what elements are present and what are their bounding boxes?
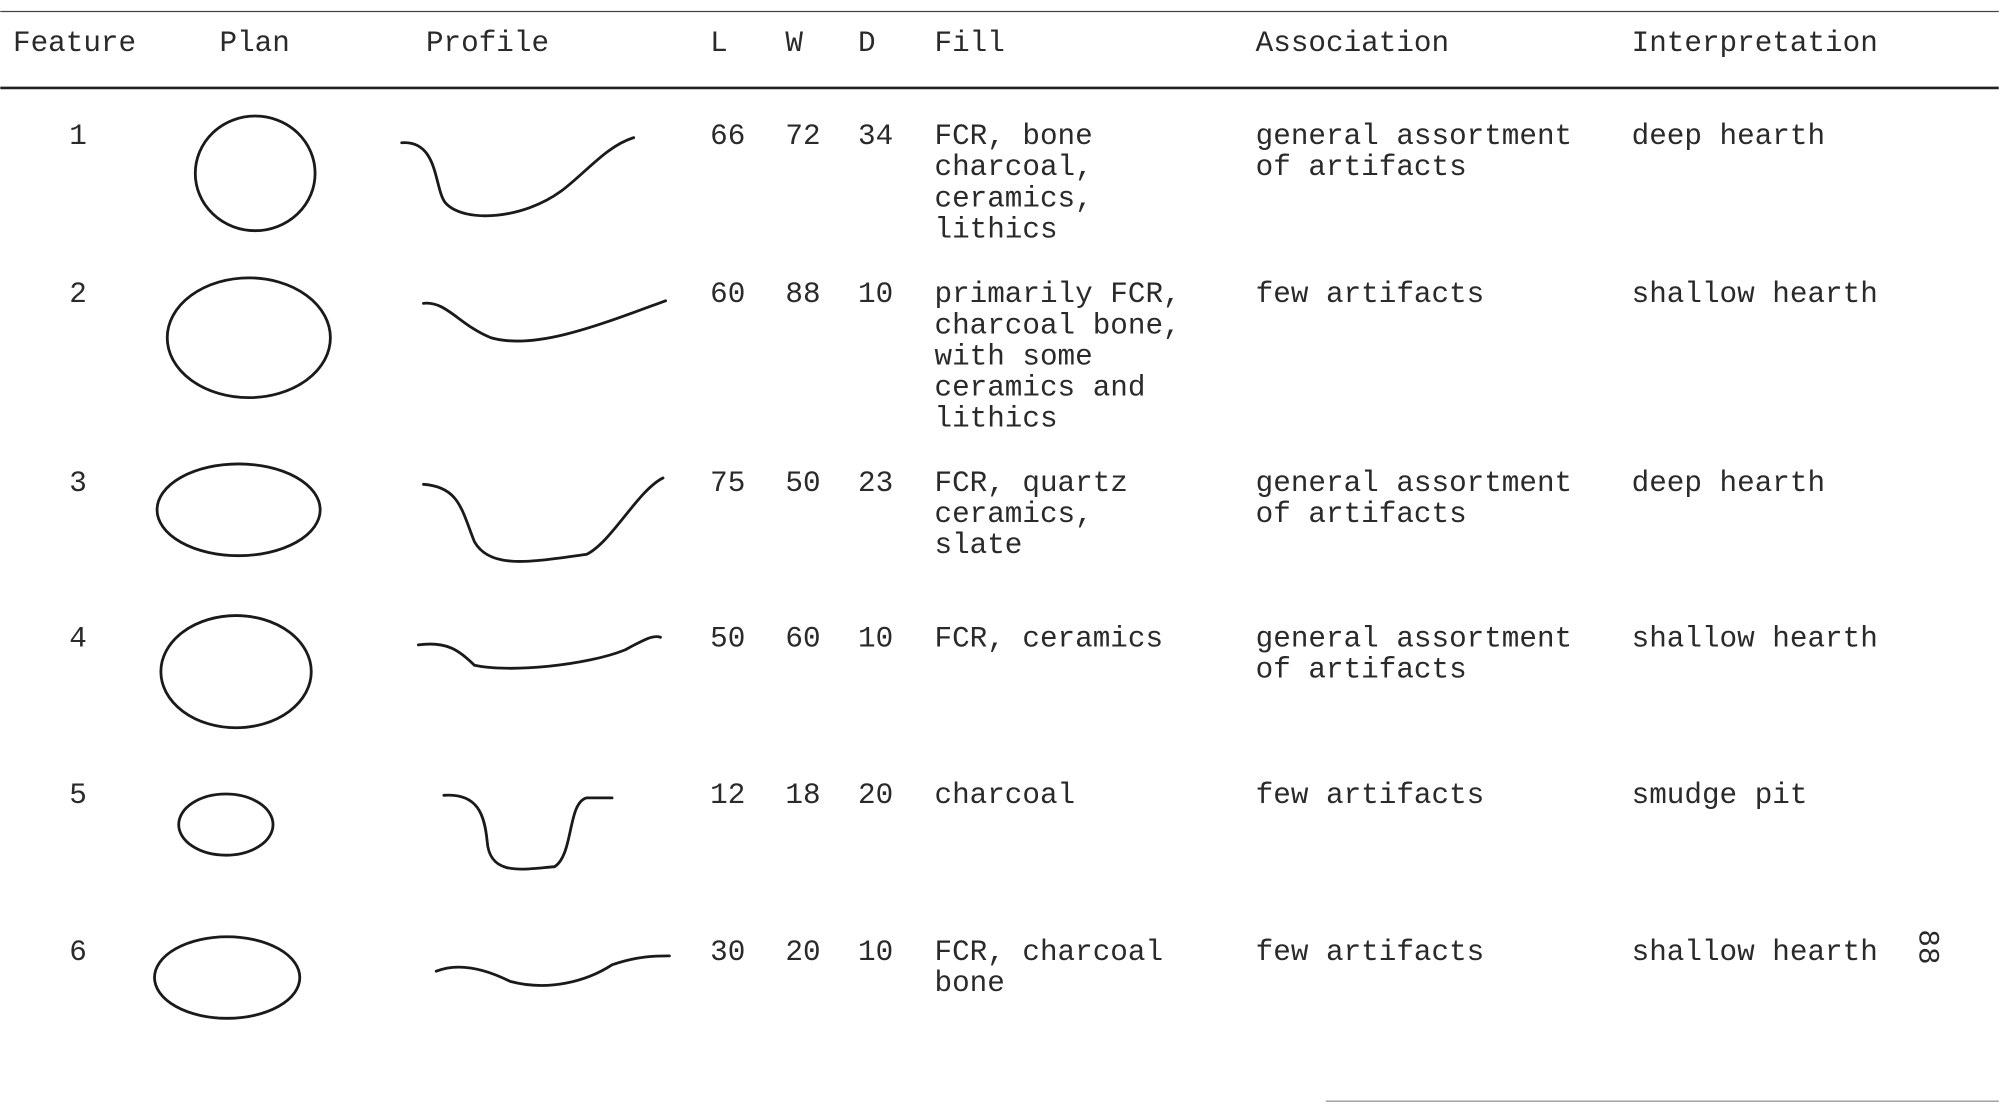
fill-line: FCR, ceramics — [935, 622, 1164, 655]
fill-line: ceramics, — [935, 498, 1093, 531]
feature-number: 2 — [69, 278, 87, 311]
plan-shape — [153, 935, 302, 1020]
column-header: Feature — [13, 27, 136, 60]
interpretation-cell: shallow hearth — [1632, 936, 1878, 969]
column-header: Plan — [220, 27, 290, 60]
association-line: few artifacts — [1256, 278, 1485, 311]
plan-shape — [165, 276, 332, 400]
profile-shape — [442, 793, 614, 871]
plan-shape — [159, 614, 313, 730]
association-line: general assortment — [1256, 622, 1572, 655]
profile-shape — [400, 136, 636, 218]
width-cell: 72 — [785, 120, 820, 153]
column-header: Fill — [935, 27, 1005, 60]
association-line: of artifacts — [1256, 498, 1467, 531]
association-line: few artifacts — [1256, 936, 1485, 969]
interpretation-cell: deep hearth — [1632, 120, 1825, 153]
fill-line: lithics — [935, 213, 1058, 246]
length-cell: 60 — [710, 278, 745, 311]
fill-line: ceramics and — [935, 371, 1146, 404]
fill-line: lithics — [935, 403, 1058, 436]
feature-number: 6 — [69, 936, 87, 969]
column-header: W — [785, 27, 803, 60]
fill-line: primarily FCR, — [935, 278, 1181, 311]
fill-line: ceramics, — [935, 182, 1093, 215]
profile-shape — [422, 299, 667, 343]
length-cell: 30 — [710, 936, 745, 969]
fill-line: with some — [935, 340, 1093, 373]
fill-line: FCR, bone — [935, 120, 1093, 153]
length-cell: 75 — [710, 467, 745, 500]
column-header: Profile — [426, 27, 549, 60]
feature-number: 1 — [69, 120, 87, 153]
fill-line: slate — [935, 529, 1023, 562]
fill-line: FCR, charcoal — [935, 936, 1164, 969]
plan-shape — [155, 462, 322, 558]
width-cell: 20 — [785, 936, 820, 969]
plan-shape — [177, 792, 275, 857]
column-header: D — [858, 27, 876, 60]
interpretation-cell: deep hearth — [1632, 467, 1825, 500]
profile-shape — [434, 954, 671, 987]
depth-cell: 34 — [858, 120, 893, 153]
column-header: Interpretation — [1632, 27, 1878, 60]
association-line: few artifacts — [1256, 779, 1485, 812]
feature-number: 4 — [69, 622, 87, 655]
width-cell: 88 — [785, 278, 820, 311]
width-cell: 60 — [785, 622, 820, 655]
fill-line: charcoal, — [935, 151, 1093, 184]
association-line: general assortment — [1256, 467, 1572, 500]
fill-line: bone — [935, 967, 1005, 1000]
depth-cell: 10 — [858, 936, 893, 969]
depth-cell: 20 — [858, 779, 893, 812]
depth-cell: 10 — [858, 622, 893, 655]
association-line: of artifacts — [1256, 151, 1467, 184]
width-cell: 50 — [785, 467, 820, 500]
page-number: 88 — [1911, 929, 1944, 964]
length-cell: 66 — [710, 120, 745, 153]
length-cell: 12 — [710, 779, 745, 812]
interpretation-cell: shallow hearth — [1632, 622, 1878, 655]
fill-line: FCR, quartz — [935, 467, 1128, 500]
association-line: of artifacts — [1256, 653, 1467, 686]
feature-number: 5 — [69, 779, 87, 812]
fill-line: charcoal bone, — [935, 309, 1181, 342]
feature-number: 3 — [69, 467, 87, 500]
length-cell: 50 — [710, 622, 745, 655]
association-line: general assortment — [1256, 120, 1572, 153]
profile-shape — [422, 476, 665, 563]
interpretation-cell: smudge pit — [1632, 779, 1808, 812]
interpretation-cell: shallow hearth — [1632, 278, 1878, 311]
plan-drawings — [153, 114, 332, 1020]
depth-cell: 10 — [858, 278, 893, 311]
column-header: Association — [1256, 27, 1449, 60]
profile-shape — [416, 635, 662, 670]
profile-drawings — [400, 136, 671, 987]
width-cell: 18 — [785, 779, 820, 812]
column-header: L — [710, 27, 728, 60]
fill-line: charcoal — [935, 779, 1076, 812]
depth-cell: 23 — [858, 467, 893, 500]
plan-shape — [193, 114, 317, 233]
